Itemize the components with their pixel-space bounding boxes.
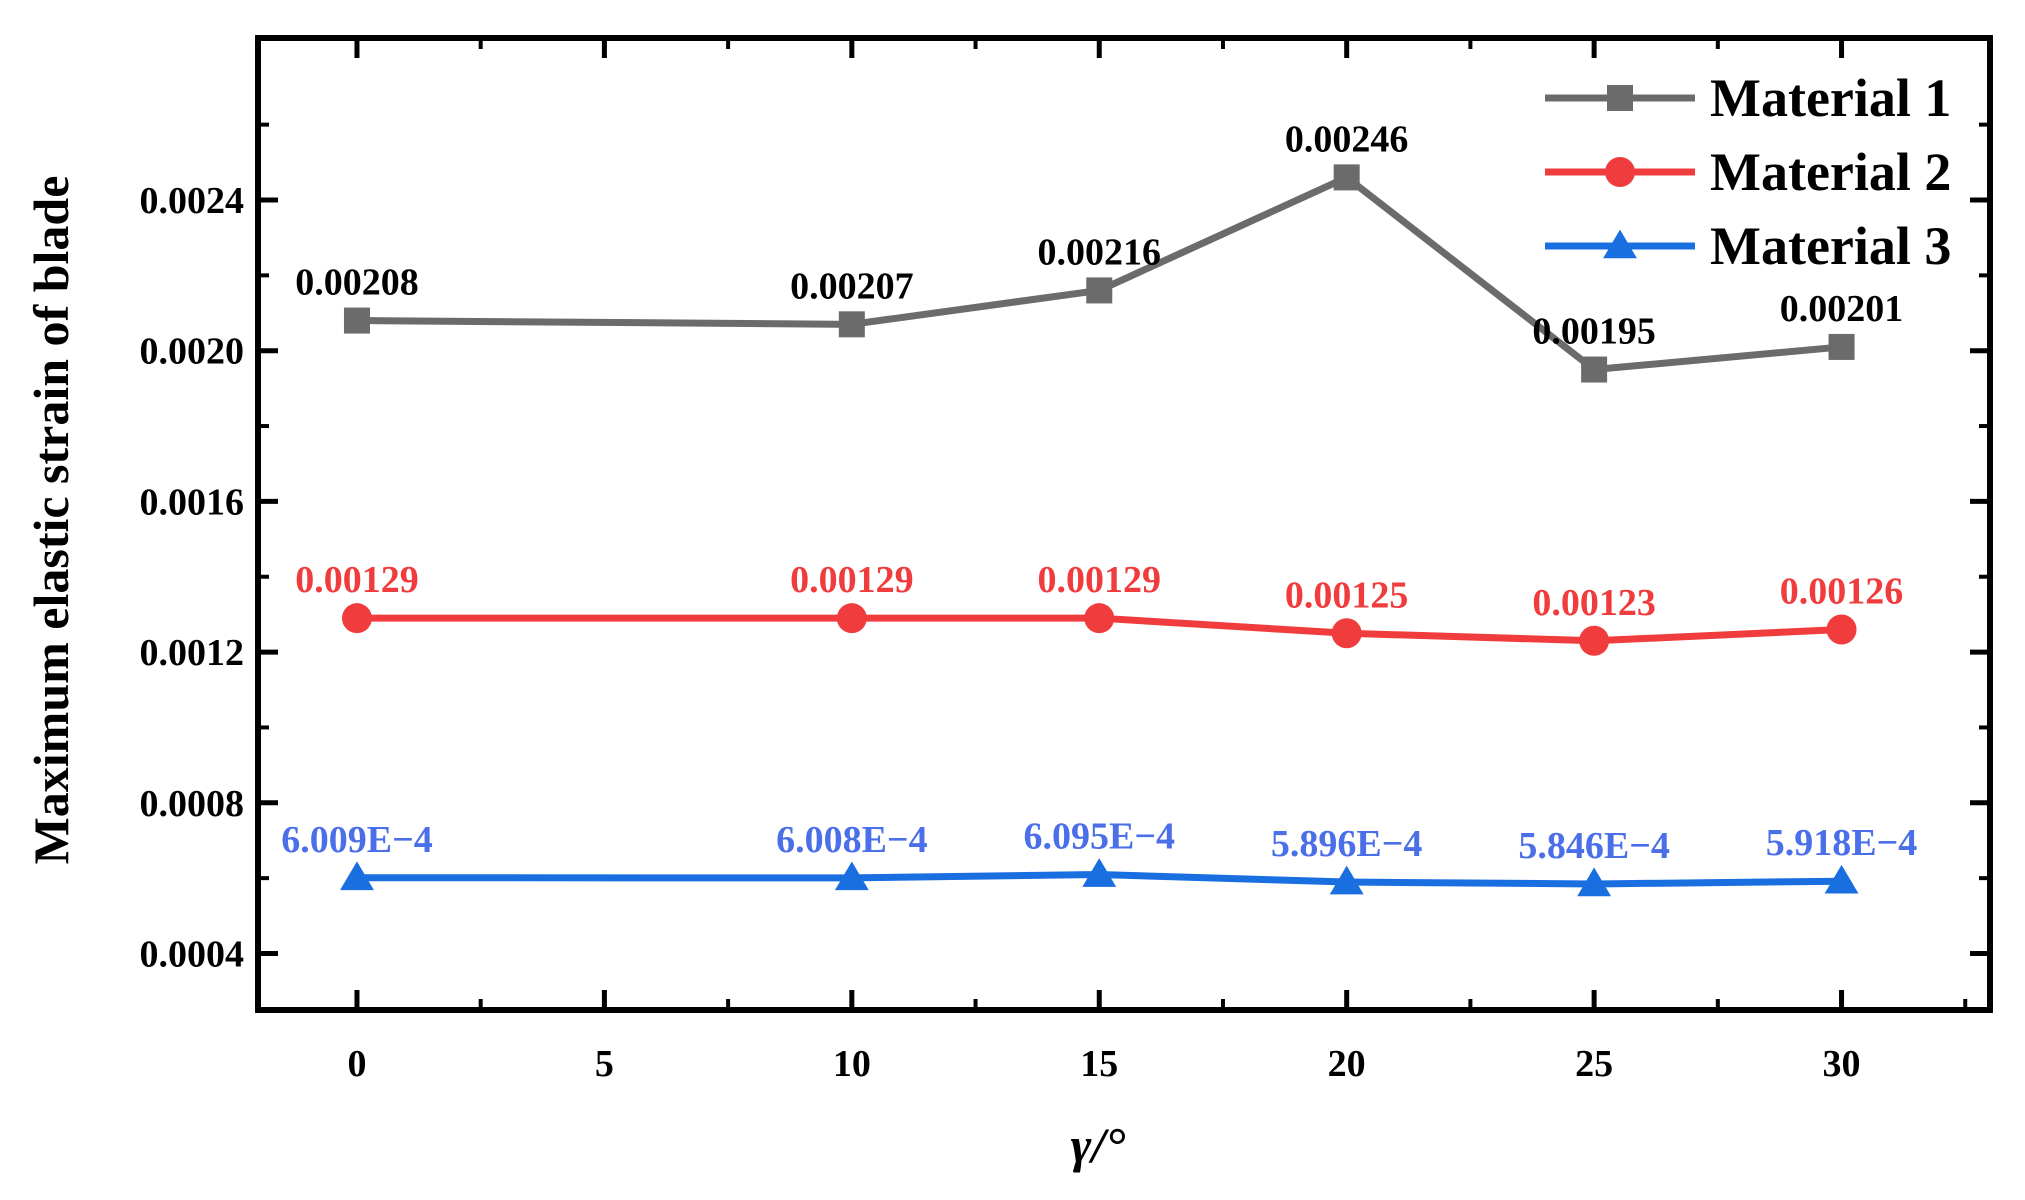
- data-point-1: [1581, 356, 1608, 383]
- x-tick-label: 10: [833, 1043, 871, 1085]
- data-label-1: 0.00207: [790, 265, 914, 307]
- data-point-3: [1824, 864, 1859, 894]
- plot-frame: [255, 35, 1993, 1013]
- series-line-2: [356, 614, 1842, 645]
- data-point-2: [341, 603, 372, 634]
- legend-marker-1: [1607, 85, 1633, 111]
- data-label-3: 6.095E−4: [1024, 816, 1176, 858]
- data-label-2: 0.00123: [1532, 582, 1656, 624]
- legend-marker-3: [1603, 229, 1637, 259]
- data-point-1: [838, 311, 865, 338]
- x-tick-label: 25: [1575, 1043, 1613, 1085]
- y-tick-label: 0.0004: [140, 933, 245, 975]
- x-tick-label: 30: [1823, 1043, 1861, 1085]
- data-point-2: [1331, 618, 1362, 649]
- data-label-2: 0.00126: [1780, 570, 1904, 612]
- y-axis-title: Maximum elastic strain of blade: [23, 176, 79, 865]
- legend-entry-3: Material 3: [1710, 216, 1951, 276]
- data-label-3: 6.008E−4: [776, 819, 928, 861]
- data-label-3: 5.896E−4: [1271, 823, 1423, 865]
- data-point-3: [1577, 867, 1612, 897]
- data-label-1: 0.00216: [1038, 231, 1162, 273]
- data-label-2: 0.00129: [1038, 559, 1162, 601]
- data-point-1: [1828, 333, 1855, 360]
- data-label-2: 0.00129: [790, 559, 914, 601]
- y-tick-label: 0.0008: [140, 783, 245, 825]
- data-point-1: [1333, 164, 1360, 191]
- data-point-2: [836, 603, 867, 634]
- y-tick-label: 0.0016: [140, 481, 245, 523]
- data-point-1: [1086, 277, 1113, 304]
- x-tick-label: 15: [1080, 1043, 1118, 1085]
- data-point-3: [1082, 858, 1117, 887]
- data-label-2: 0.00125: [1285, 574, 1409, 616]
- y-tick-label: 0.0024: [140, 180, 245, 222]
- data-point-2: [1084, 603, 1115, 634]
- x-tick-label: 20: [1328, 1043, 1366, 1085]
- data-label-1: 0.00246: [1285, 118, 1409, 160]
- series-line-3: [356, 871, 1842, 888]
- legend-marker-2: [1605, 157, 1635, 187]
- data-label-1: 0.00195: [1532, 311, 1656, 353]
- series-line-1: [356, 173, 1842, 374]
- y-tick-label: 0.0012: [140, 632, 245, 674]
- legend-entry-1: Material 1: [1710, 68, 1951, 128]
- data-label-1: 0.00201: [1780, 288, 1904, 330]
- data-label-3: 5.918E−4: [1766, 822, 1918, 864]
- data-point-3: [340, 861, 374, 891]
- data-point-3: [834, 861, 869, 891]
- data-label-3: 5.846E−4: [1518, 825, 1670, 867]
- data-label-3: 6.009E−4: [281, 819, 433, 861]
- data-point-3: [1329, 865, 1364, 895]
- x-tick-label: 5: [595, 1043, 614, 1085]
- data-label-1: 0.00208: [295, 262, 419, 304]
- y-tick-label: 0.0020: [140, 331, 245, 373]
- data-point-1: [343, 307, 370, 334]
- data-point-2: [1579, 625, 1610, 656]
- x-tick-label: 0: [347, 1043, 366, 1085]
- data-label-2: 0.00129: [295, 559, 419, 601]
- data-point-2: [1826, 614, 1857, 645]
- legend-entry-2: Material 2: [1710, 142, 1951, 202]
- x-axis-title: γ/°: [1071, 1117, 1126, 1173]
